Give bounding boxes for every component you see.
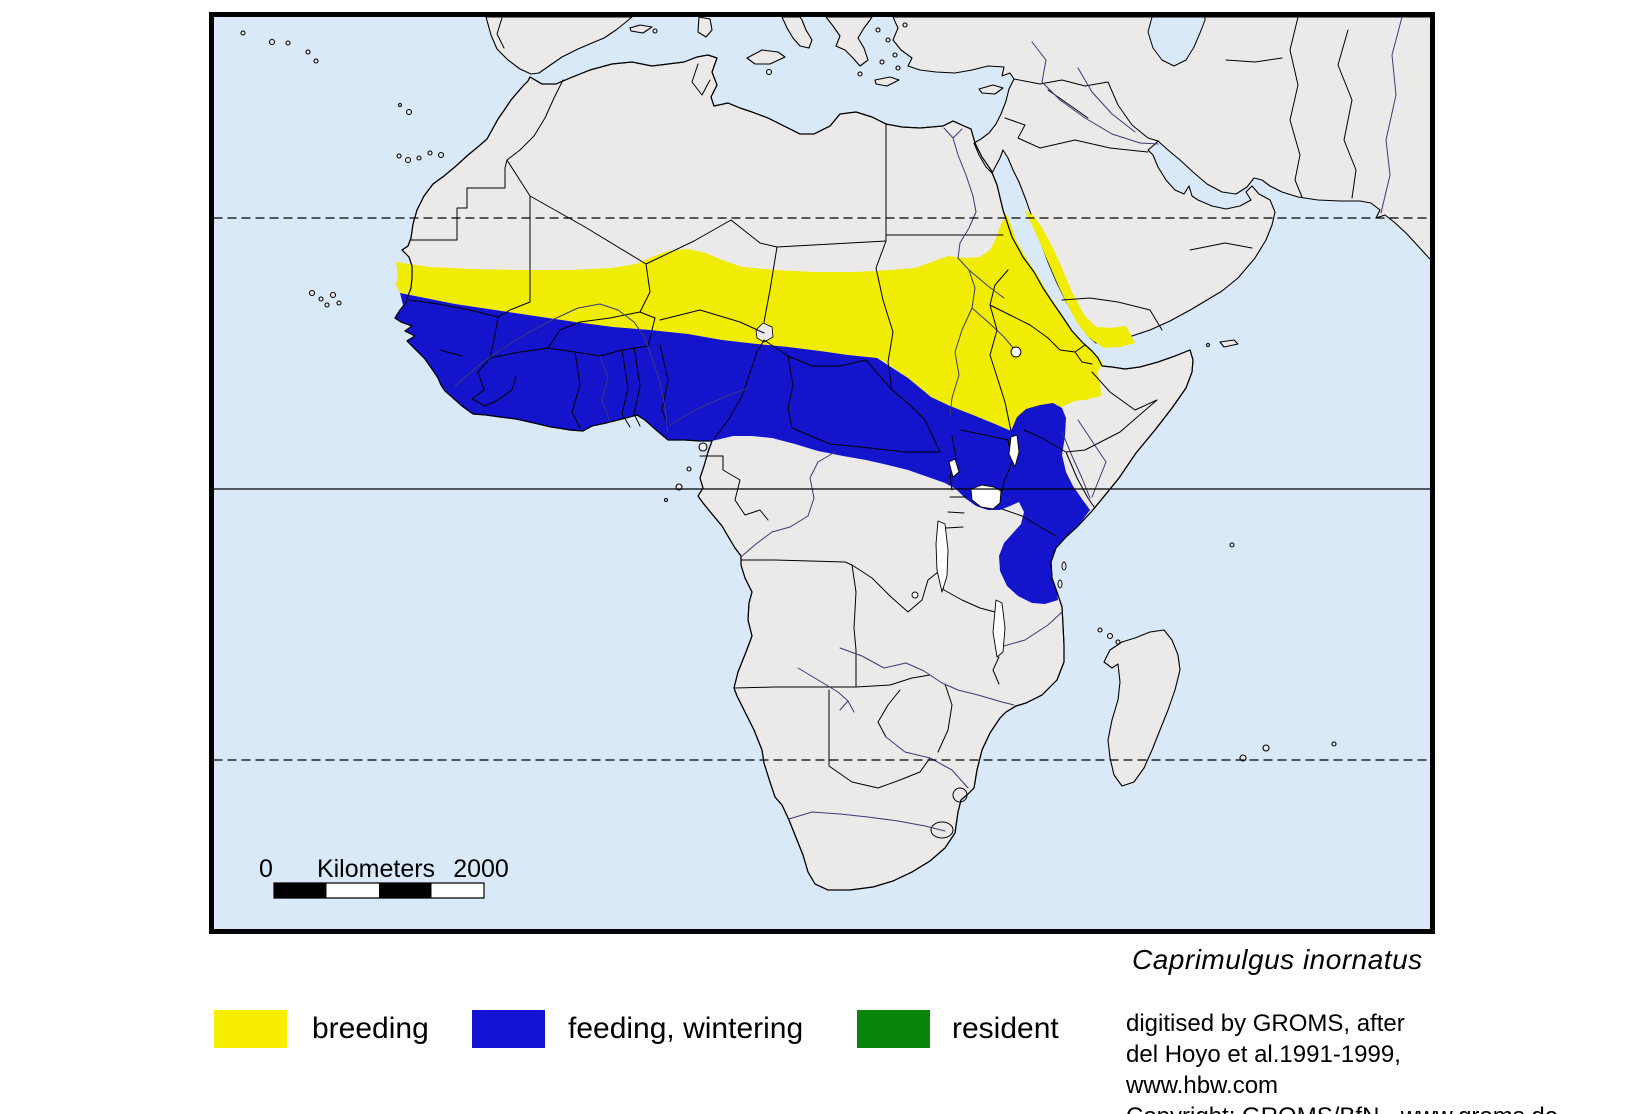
lake-bangweulu [911,591,919,599]
socotra-island [1219,339,1239,348]
pemba-island [1061,561,1067,571]
breeding-yemen-patch [1082,315,1135,348]
scale-bar: 0 Kilometers 2000 [259,855,509,899]
resident-swatch [857,1010,930,1048]
country-borders [408,17,1357,839]
feeding-wintering-swatch [472,1010,545,1048]
lake-chad [755,322,774,343]
asia-middle-east [892,17,1432,344]
scale-bar-segment [379,883,432,898]
lake-tana [1010,346,1022,358]
balearics [629,24,653,34]
feeding-wintering-label: feeding, wintering [568,1012,804,1045]
credits-line: del Hoyo et al.1991-1999, [1126,1041,1401,1068]
scale-bar-segment [274,883,327,898]
caspian-sea [1147,17,1206,67]
cyprus [978,84,1004,95]
lake-turkana [1008,434,1020,468]
scale-zero-label: 0 [259,855,273,883]
crete [874,76,900,87]
landmasses [240,17,1432,891]
resident-label: resident [952,1012,1059,1045]
indian-ocean-islands [1097,342,1337,762]
atlantic-islands [240,28,773,308]
lake-malawi [992,599,1006,658]
italy-toe [781,17,813,49]
madagascar [1103,629,1181,787]
rivers [454,17,1403,832]
lakes [911,346,1067,658]
sicily [746,49,786,65]
credits-line: digitised by GROMS, after [1126,1010,1405,1037]
feeding-wintering-area [395,293,1090,604]
lake-tanganyika [935,520,949,593]
credits-line: Copyright: GROMS/BfN - www.groms.de [1126,1101,1558,1114]
breeding-swatch [214,1010,287,1048]
sardinia [697,17,713,38]
credits-block: digitised by GROMS, after del Hoyo et al… [1126,1008,1558,1114]
map-frame [209,12,1435,934]
scale-max-label: 2000 [453,855,509,883]
credits-line: www.hbw.com [1126,1072,1279,1099]
greece [825,17,873,67]
breeding-area [396,210,1135,431]
breeding-sahel-band [396,214,1103,431]
breeding-label: breeding [312,1012,429,1045]
scale-unit-label: Kilometers [317,855,435,883]
lake-albert [948,458,960,478]
zanzibar-island [1057,579,1063,589]
gulf-of-guinea-islands [663,442,708,503]
aegean-islands [857,22,908,77]
iberia [485,17,633,75]
graticule [214,217,1432,761]
lake-victoria [970,484,1002,510]
species-title: Caprimulgus inornatus [1132,944,1423,975]
